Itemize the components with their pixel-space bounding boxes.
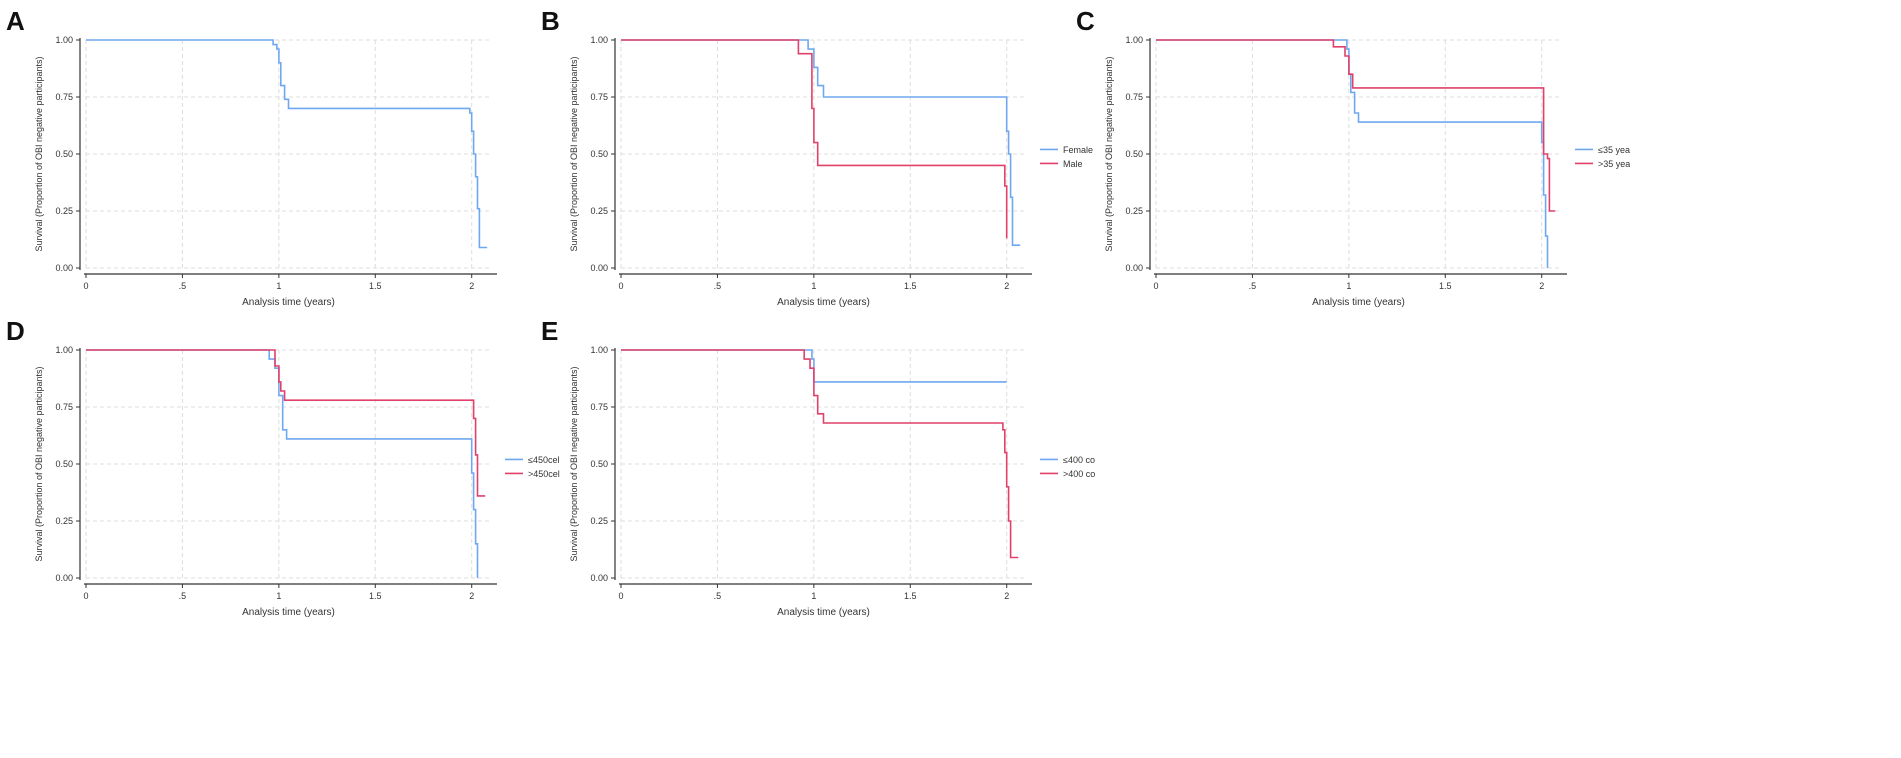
x-tick-label: 2 (1004, 281, 1009, 291)
panel-label-e: E (541, 316, 559, 346)
y-tick-label: 1.00 (55, 35, 73, 45)
x-tick-label: 0 (618, 281, 623, 291)
x-tick-label: .5 (1249, 281, 1257, 291)
y-tick-label: 0.75 (1125, 92, 1143, 102)
y-tick-label: 0.50 (590, 149, 608, 159)
legend-label: ≤400 copies/mL (1063, 455, 1095, 465)
survival-chart-e: 0.00 0.25 0.50 0.75 1.00 0 .5 1 1.5 2 Analysis tim… (569, 345, 1127, 618)
y-tick-label: 0.25 (1125, 206, 1143, 216)
panel-e: E 0.00 0.25 0.50 0.75 1.00 0 .5 1 1.5 2 Analysis t… (535, 310, 1127, 640)
legend-label: >450cells/mL (528, 469, 560, 479)
survival-chart-b: 0.00 0.25 0.50 0.75 1.00 0 .5 1 1.5 2 Analysis tim… (569, 35, 1093, 308)
x-tick-label: 2 (469, 591, 474, 601)
y-tick-label: 0.25 (590, 206, 608, 216)
y-tick-label: 0.00 (1125, 263, 1143, 273)
y-tick-label: 0.00 (590, 573, 608, 583)
y-tick-label: 0.75 (590, 402, 608, 412)
y-tick-label: 0.75 (590, 92, 608, 102)
x-axis-title: Analysis time (years) (777, 297, 870, 308)
y-tick-label: 1.00 (1125, 35, 1143, 45)
x-axis-title: Analysis time (years) (242, 297, 335, 308)
panel-label-d: D (6, 316, 25, 346)
survival-chart-c: 0.00 0.25 0.50 0.75 1.00 0 .5 1 1.5 2 Analysis tim… (1104, 35, 1638, 308)
x-tick-label: .5 (179, 591, 187, 601)
y-axis-title: Survival (Proportion of OBI negative par… (1104, 56, 1114, 251)
x-tick-label: .5 (714, 281, 722, 291)
panel-label-b: B (541, 6, 560, 36)
series-line-1 (86, 39, 488, 249)
y-tick-label: 0.75 (55, 402, 73, 412)
y-tick-label: 0.50 (1125, 149, 1143, 159)
x-tick-label: .5 (179, 281, 187, 291)
x-tick-label: 0 (83, 591, 88, 601)
x-axis-title: Analysis time (years) (1312, 297, 1405, 308)
legend-label: ≤35 years (1598, 145, 1630, 155)
series-line-2 (621, 39, 1008, 239)
y-tick-label: 1.00 (55, 345, 73, 355)
panel-label-c: C (1076, 6, 1095, 36)
legend-label: >400 copies/mL (1063, 469, 1095, 479)
y-tick-label: 0.50 (55, 149, 73, 159)
y-tick-label: 1.00 (590, 345, 608, 355)
panel-b: B 0.00 0.25 0.50 0.75 1.00 0 .5 1 1.5 2 Analysis t… (535, 0, 1095, 330)
y-tick-label: 0.25 (55, 516, 73, 526)
y-axis-title: Survival (Proportion of OBI negative par… (569, 56, 579, 251)
panel-label-a: A (6, 6, 25, 36)
panel-c: C 0.00 0.25 0.50 0.75 1.00 0 .5 1 1.5 2 Analysis t… (1070, 0, 1638, 330)
x-tick-label: 2 (1004, 591, 1009, 601)
panel-a: A 0.00 0.25 0.50 0.75 1.00 0 .5 1 1.5 2 Analysis t… (0, 0, 560, 330)
panel-d: D 0.00 0.25 0.50 0.75 1.00 0 .5 1 1.5 2 Analysis t… (0, 310, 581, 640)
y-tick-label: 0.50 (55, 459, 73, 469)
x-tick-label: .5 (714, 591, 722, 601)
legend-label: Female (1063, 145, 1093, 155)
x-tick-label: 1 (276, 591, 281, 601)
x-tick-label: 1 (811, 281, 816, 291)
y-axis-title: Survival (Proportion of OBI negative par… (34, 56, 44, 251)
x-tick-label: 1.5 (369, 281, 382, 291)
x-tick-label: 1.5 (904, 591, 917, 601)
x-tick-label: 1.5 (369, 591, 382, 601)
x-tick-label: 1.5 (904, 281, 917, 291)
y-tick-label: 0.00 (55, 263, 73, 273)
y-tick-label: 0.25 (55, 206, 73, 216)
x-tick-label: 2 (1539, 281, 1544, 291)
series-line-2 (1156, 39, 1556, 212)
legend-label: >35 years (1598, 159, 1630, 169)
y-tick-label: 0.25 (590, 516, 608, 526)
survival-chart-a: 0.00 0.25 0.50 0.75 1.00 0 .5 1 1.5 2 Analysis tim… (34, 35, 497, 308)
y-tick-label: 0.00 (55, 573, 73, 583)
y-tick-label: 0.50 (590, 459, 608, 469)
legend-label: ≤450cells/mL (528, 455, 560, 465)
x-axis-title: Analysis time (years) (777, 607, 870, 618)
series-line-1 (1156, 39, 1549, 268)
y-axis-title: Survival (Proportion of OBI negative par… (569, 366, 579, 561)
y-tick-label: 0.00 (590, 263, 608, 273)
series-line-1 (621, 39, 1021, 246)
y-tick-label: 0.75 (55, 92, 73, 102)
series-line-2 (86, 349, 486, 497)
x-axis-title: Analysis time (years) (242, 607, 335, 618)
y-axis-title: Survival (Proportion of OBI negative par… (34, 366, 44, 561)
y-tick-label: 1.00 (590, 35, 608, 45)
x-tick-label: 2 (469, 281, 474, 291)
x-tick-label: 0 (618, 591, 623, 601)
x-tick-label: 0 (1153, 281, 1158, 291)
x-tick-label: 1 (276, 281, 281, 291)
survival-chart-d: 0.00 0.25 0.50 0.75 1.00 0 .5 1 1.5 2 Analysis tim… (34, 345, 581, 618)
x-tick-label: 1 (1346, 281, 1351, 291)
legend-label: Male (1063, 159, 1083, 169)
series-line-2 (621, 349, 1019, 559)
x-tick-label: 1.5 (1439, 281, 1452, 291)
series-line-1 (86, 349, 479, 578)
x-tick-label: 1 (811, 591, 816, 601)
x-tick-label: 0 (83, 281, 88, 291)
